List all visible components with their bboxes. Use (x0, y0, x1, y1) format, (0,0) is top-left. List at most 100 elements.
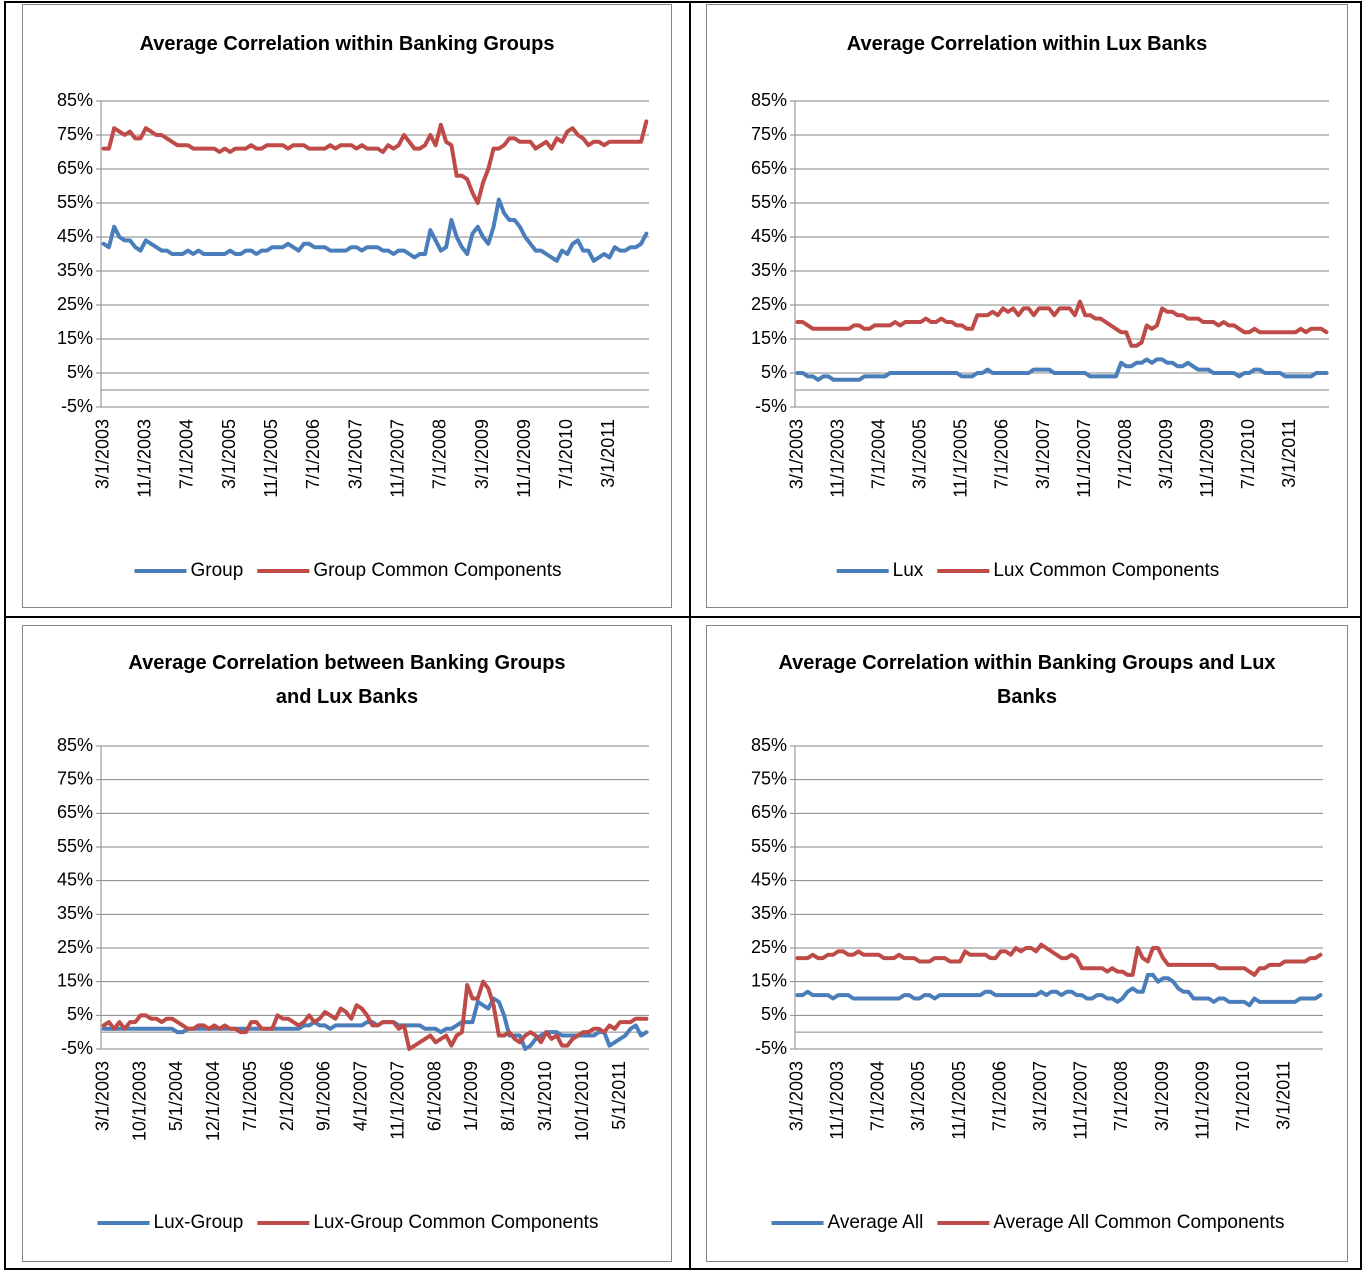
x-tick-label: 6/1/2008 (424, 1061, 444, 1131)
y-tick-label: 65% (57, 158, 93, 178)
x-tick-label: 3/1/2007 (345, 419, 365, 489)
legend-label: Lux (893, 560, 924, 581)
y-tick-label: 55% (751, 836, 787, 856)
y-tick-label: 75% (751, 124, 787, 144)
table-border (4, 1, 1362, 3)
x-tick-label: 10/1/2003 (129, 1061, 149, 1141)
x-tick-label: 11/1/2009 (1197, 419, 1217, 498)
x-tick-label: 3/1/2007 (1030, 1061, 1050, 1131)
y-tick-label: -5% (61, 1038, 93, 1058)
table-border (4, 2, 6, 1270)
y-tick-label: 25% (57, 937, 93, 957)
legend-label: Lux-Group (154, 1212, 244, 1233)
chart: -5% 5% 15% 25% 35% 45% 55% 65% 75% 85% 3/1/2003 11/… (751, 90, 1329, 581)
y-tick-label: 5% (761, 362, 787, 382)
legend-label: Average All (828, 1212, 924, 1233)
x-tick-label: 11/1/2005 (261, 419, 281, 498)
y-tick-label: 35% (751, 260, 787, 280)
y-tick-label: 45% (57, 226, 93, 246)
x-tick-label: 7/1/2010 (1238, 419, 1258, 489)
x-tick-label: 3/1/2009 (1156, 419, 1176, 489)
x-tick-label: 7/1/2004 (868, 1061, 888, 1131)
x-tick-label: 11/1/2007 (387, 1061, 407, 1140)
x-tick-label: 7/1/2004 (868, 419, 888, 489)
x-tick-label: 3/1/2003 (92, 1061, 112, 1131)
y-tick-label: 5% (67, 362, 93, 382)
y-tick-label: 85% (57, 90, 93, 110)
x-tick-label: 7/1/2008 (1115, 419, 1135, 489)
x-tick-label: 3/1/2003 (92, 419, 112, 489)
x-tick-label: 7/1/2004 (177, 419, 197, 489)
y-tick-label: 15% (57, 328, 93, 348)
x-tick-label: 7/1/2010 (556, 419, 576, 489)
x-tick-label: 3/1/2007 (1033, 419, 1053, 489)
x-tick-label: 11/1/2009 (514, 419, 534, 498)
y-tick-label: 45% (57, 869, 93, 889)
chart-panel: Average Correlation within Banking Group… (22, 4, 672, 608)
x-tick-label: 7/1/2008 (430, 419, 450, 489)
x-tick-label: 5/1/2011 (609, 1061, 629, 1130)
x-tick-label: 7/1/2006 (303, 419, 323, 489)
x-tick-label: 7/1/2010 (1233, 1061, 1253, 1131)
chart-panel: Average Correlation within Banking Group… (706, 625, 1348, 1262)
x-tick-label: 11/1/2005 (949, 1061, 969, 1140)
series-line (795, 942, 1323, 977)
x-tick-label: 5/1/2004 (166, 1061, 186, 1131)
legend-label: Average All Common Components (993, 1212, 1284, 1233)
chart-title: Average Correlation within Banking Group… (139, 33, 555, 55)
y-tick-label: 85% (751, 90, 787, 110)
x-tick-label: 3/1/2011 (598, 419, 618, 488)
y-tick-label: 25% (57, 294, 93, 314)
chart-title: Average Correlation between Banking Grou… (128, 652, 566, 708)
table-border (4, 616, 1362, 618)
x-tick-label: 3/1/2009 (1152, 1061, 1172, 1131)
y-tick-label: 15% (751, 328, 787, 348)
chart: -5% 5% 15% 25% 35% 45% 55% 65% 75% 85% 3/1/2003 10/… (57, 735, 649, 1233)
y-tick-label: 55% (57, 836, 93, 856)
series-line (795, 299, 1329, 348)
y-tick-label: 75% (57, 124, 93, 144)
x-tick-label: 11/1/2007 (387, 419, 407, 498)
y-tick-label: 25% (751, 937, 787, 957)
y-tick-label: 55% (751, 192, 787, 212)
x-tick-label: 11/1/2009 (1192, 1061, 1212, 1140)
y-tick-label: 85% (57, 735, 93, 755)
x-tick-label: 7/1/2008 (1111, 1061, 1131, 1131)
x-tick-label: 3/1/2011 (1274, 1061, 1294, 1130)
chart-title: Average Correlation within Lux Banks (846, 33, 1208, 55)
y-tick-label: 25% (751, 294, 787, 314)
y-tick-label: 65% (751, 158, 787, 178)
series-line (101, 197, 649, 263)
legend-label: Group (191, 560, 244, 581)
x-tick-label: 8/1/2009 (498, 1061, 518, 1131)
x-tick-label: 11/1/2007 (1074, 419, 1094, 498)
series-line (101, 979, 649, 1051)
y-tick-label: 75% (751, 768, 787, 788)
x-tick-label: 3/1/2010 (535, 1061, 555, 1131)
table-border (1360, 2, 1362, 1270)
x-tick-label: 3/1/2003 (786, 419, 806, 489)
y-tick-label: -5% (755, 396, 787, 416)
y-tick-label: 65% (751, 802, 787, 822)
chart-panel: Average Correlation between Banking Grou… (22, 625, 672, 1262)
y-tick-label: 15% (57, 970, 93, 990)
y-tick-label: 15% (751, 970, 787, 990)
x-tick-label: 11/1/2007 (1071, 1061, 1091, 1140)
x-tick-label: 4/1/2007 (351, 1061, 371, 1131)
table-border (689, 2, 691, 1270)
series-line (795, 357, 1329, 382)
x-tick-label: 11/1/2003 (827, 419, 847, 498)
x-tick-label: 11/1/2005 (951, 419, 971, 498)
x-tick-label: 7/1/2005 (240, 1061, 260, 1131)
x-tick-label: 7/1/2006 (992, 419, 1012, 489)
chart-panel: Average Correlation within Lux Banks -5%… (706, 4, 1348, 608)
x-tick-label: 3/1/2009 (472, 419, 492, 489)
y-tick-label: 55% (57, 192, 93, 212)
y-tick-label: 75% (57, 768, 93, 788)
series-line (101, 119, 649, 205)
y-tick-label: 45% (751, 869, 787, 889)
x-tick-label: 7/1/2006 (989, 1061, 1009, 1131)
y-tick-label: 35% (57, 903, 93, 923)
x-tick-label: 3/1/2005 (910, 419, 930, 489)
